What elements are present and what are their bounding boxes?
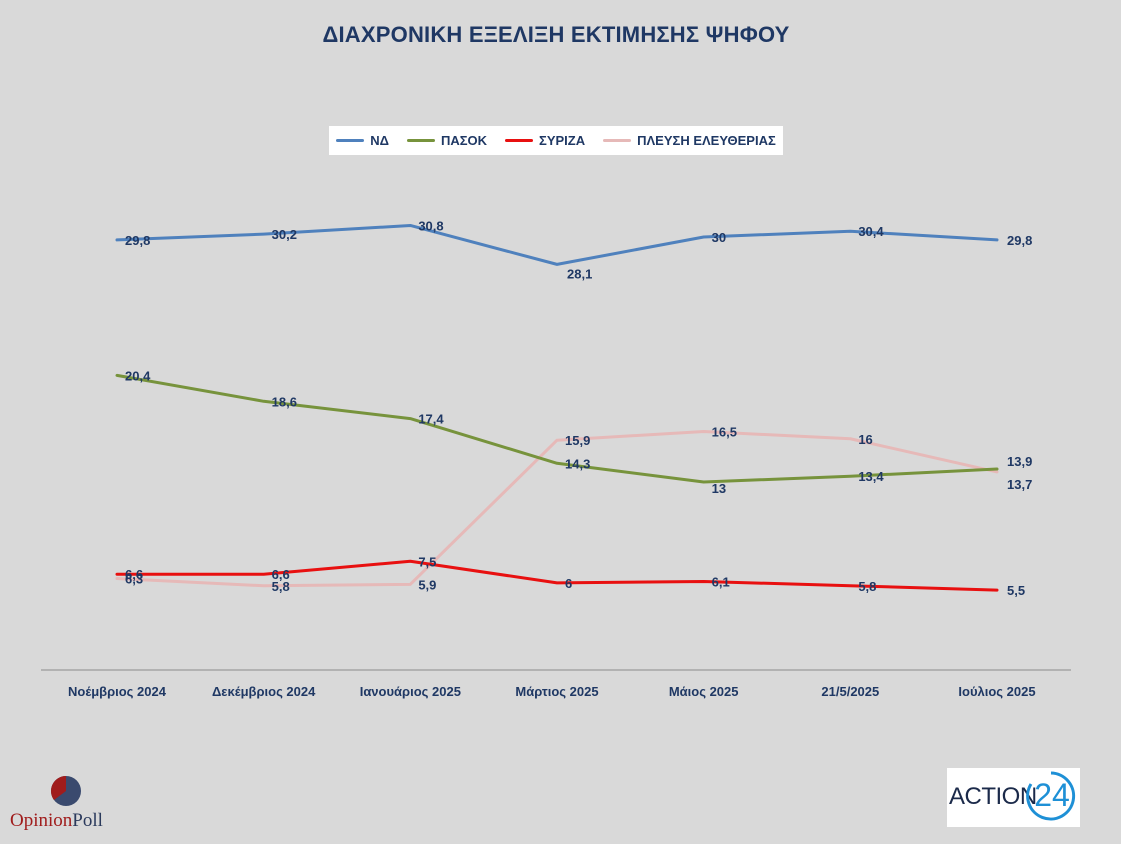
data-label: 14,3 [565,456,590,471]
x-tick-label: Δεκέμβριος 2024 [212,684,316,699]
legend-swatch [603,139,632,142]
data-label: 30 [712,230,726,245]
data-label: 5,8 [858,579,876,594]
opinion-poll-wordmark-part2: Poll [72,810,103,831]
data-label: 13,4 [858,469,884,484]
legend-item: ΝΔ [336,133,389,148]
series-line [115,430,999,588]
series-line [115,223,999,266]
x-tick-label: Ιούλιος 2025 [958,684,1035,699]
data-label: 7,5 [418,554,436,569]
data-label: 30,2 [272,227,297,242]
legend-item: ΠΑΣΟΚ [406,133,488,148]
data-label: 16,5 [712,425,737,440]
data-label: 17,4 [418,412,444,427]
action24-number: 24 [1034,777,1070,813]
data-label: 5,5 [1007,583,1025,598]
data-label: 20,4 [125,368,151,383]
legend-label: ΠΛΕΥΣΗ ΕΛΕΥΘΕΡΙΑΣ [637,133,776,148]
data-label: 13,9 [1007,454,1032,469]
data-label: 6 [565,576,572,591]
data-label: 18,6 [272,394,297,409]
series-line [115,373,999,484]
x-tick-label: 21/5/2025 [821,684,879,699]
x-tick-label: Μάρτιος 2025 [515,684,598,699]
action24-logo: ACTION 24 [947,768,1080,827]
legend-label: ΠΑΣΟΚ [440,133,488,148]
legend-swatch [505,139,534,142]
data-label: 6,6 [125,567,143,582]
legend-label: ΣΥΡΙΖΑ [539,133,586,148]
data-label: 15,9 [565,433,590,448]
data-label: 29,8 [125,233,150,248]
chart-title: ΔΙΑΧΡΟΝΙΚΗ ΕΞΕΛΙΞΗ ΕΚΤΙΜΗΣΗΣ ΨΗΦΟΥ [322,22,790,47]
chart-legend: ΝΔ ΠΑΣΟΚ ΣΥΡΙΖΑ ΠΛΕΥΣΗ ΕΛΕΥΘΕΡΙΑΣ [329,126,783,155]
legend-item: ΣΥΡΙΖΑ [505,133,585,148]
legend-swatch [406,139,435,142]
x-tick-label: Νοέμβριος 2024 [68,684,167,699]
opinion-poll-wordmark-part1: Opinion [10,810,73,831]
series-line [115,559,999,592]
data-label: 13,7 [1007,477,1032,492]
data-label: 6,3 [125,572,143,587]
opinion-poll-wordmark: OpinionPoll [10,810,103,832]
action24-wordmark: ACTION [949,783,1037,810]
legend-swatch [336,139,365,142]
data-label: 5,9 [418,577,436,592]
data-label: 29,8 [1007,233,1032,248]
opinion-poll-logo: OpinionPoll [8,770,118,834]
data-label: 5,8 [272,579,290,594]
data-label: 6,1 [712,574,730,589]
x-tick-label: Μάιος 2025 [669,684,739,699]
data-label: 13 [712,481,726,496]
action24-number-mark: 24 [1026,771,1076,821]
data-label: 16 [858,432,872,447]
legend-label: ΝΔ [370,133,389,148]
data-label: 30,8 [418,218,443,233]
data-label: 28,1 [567,266,592,281]
x-tick-label: Ιανουάριος 2025 [360,684,461,699]
data-label: 30,4 [858,224,884,239]
opinion-poll-mark-icon [51,776,81,806]
legend-item: ΠΛΕΥΣΗ ΕΛΕΥΘΕΡΙΑΣ [603,133,776,148]
data-label: 6,6 [272,567,290,582]
